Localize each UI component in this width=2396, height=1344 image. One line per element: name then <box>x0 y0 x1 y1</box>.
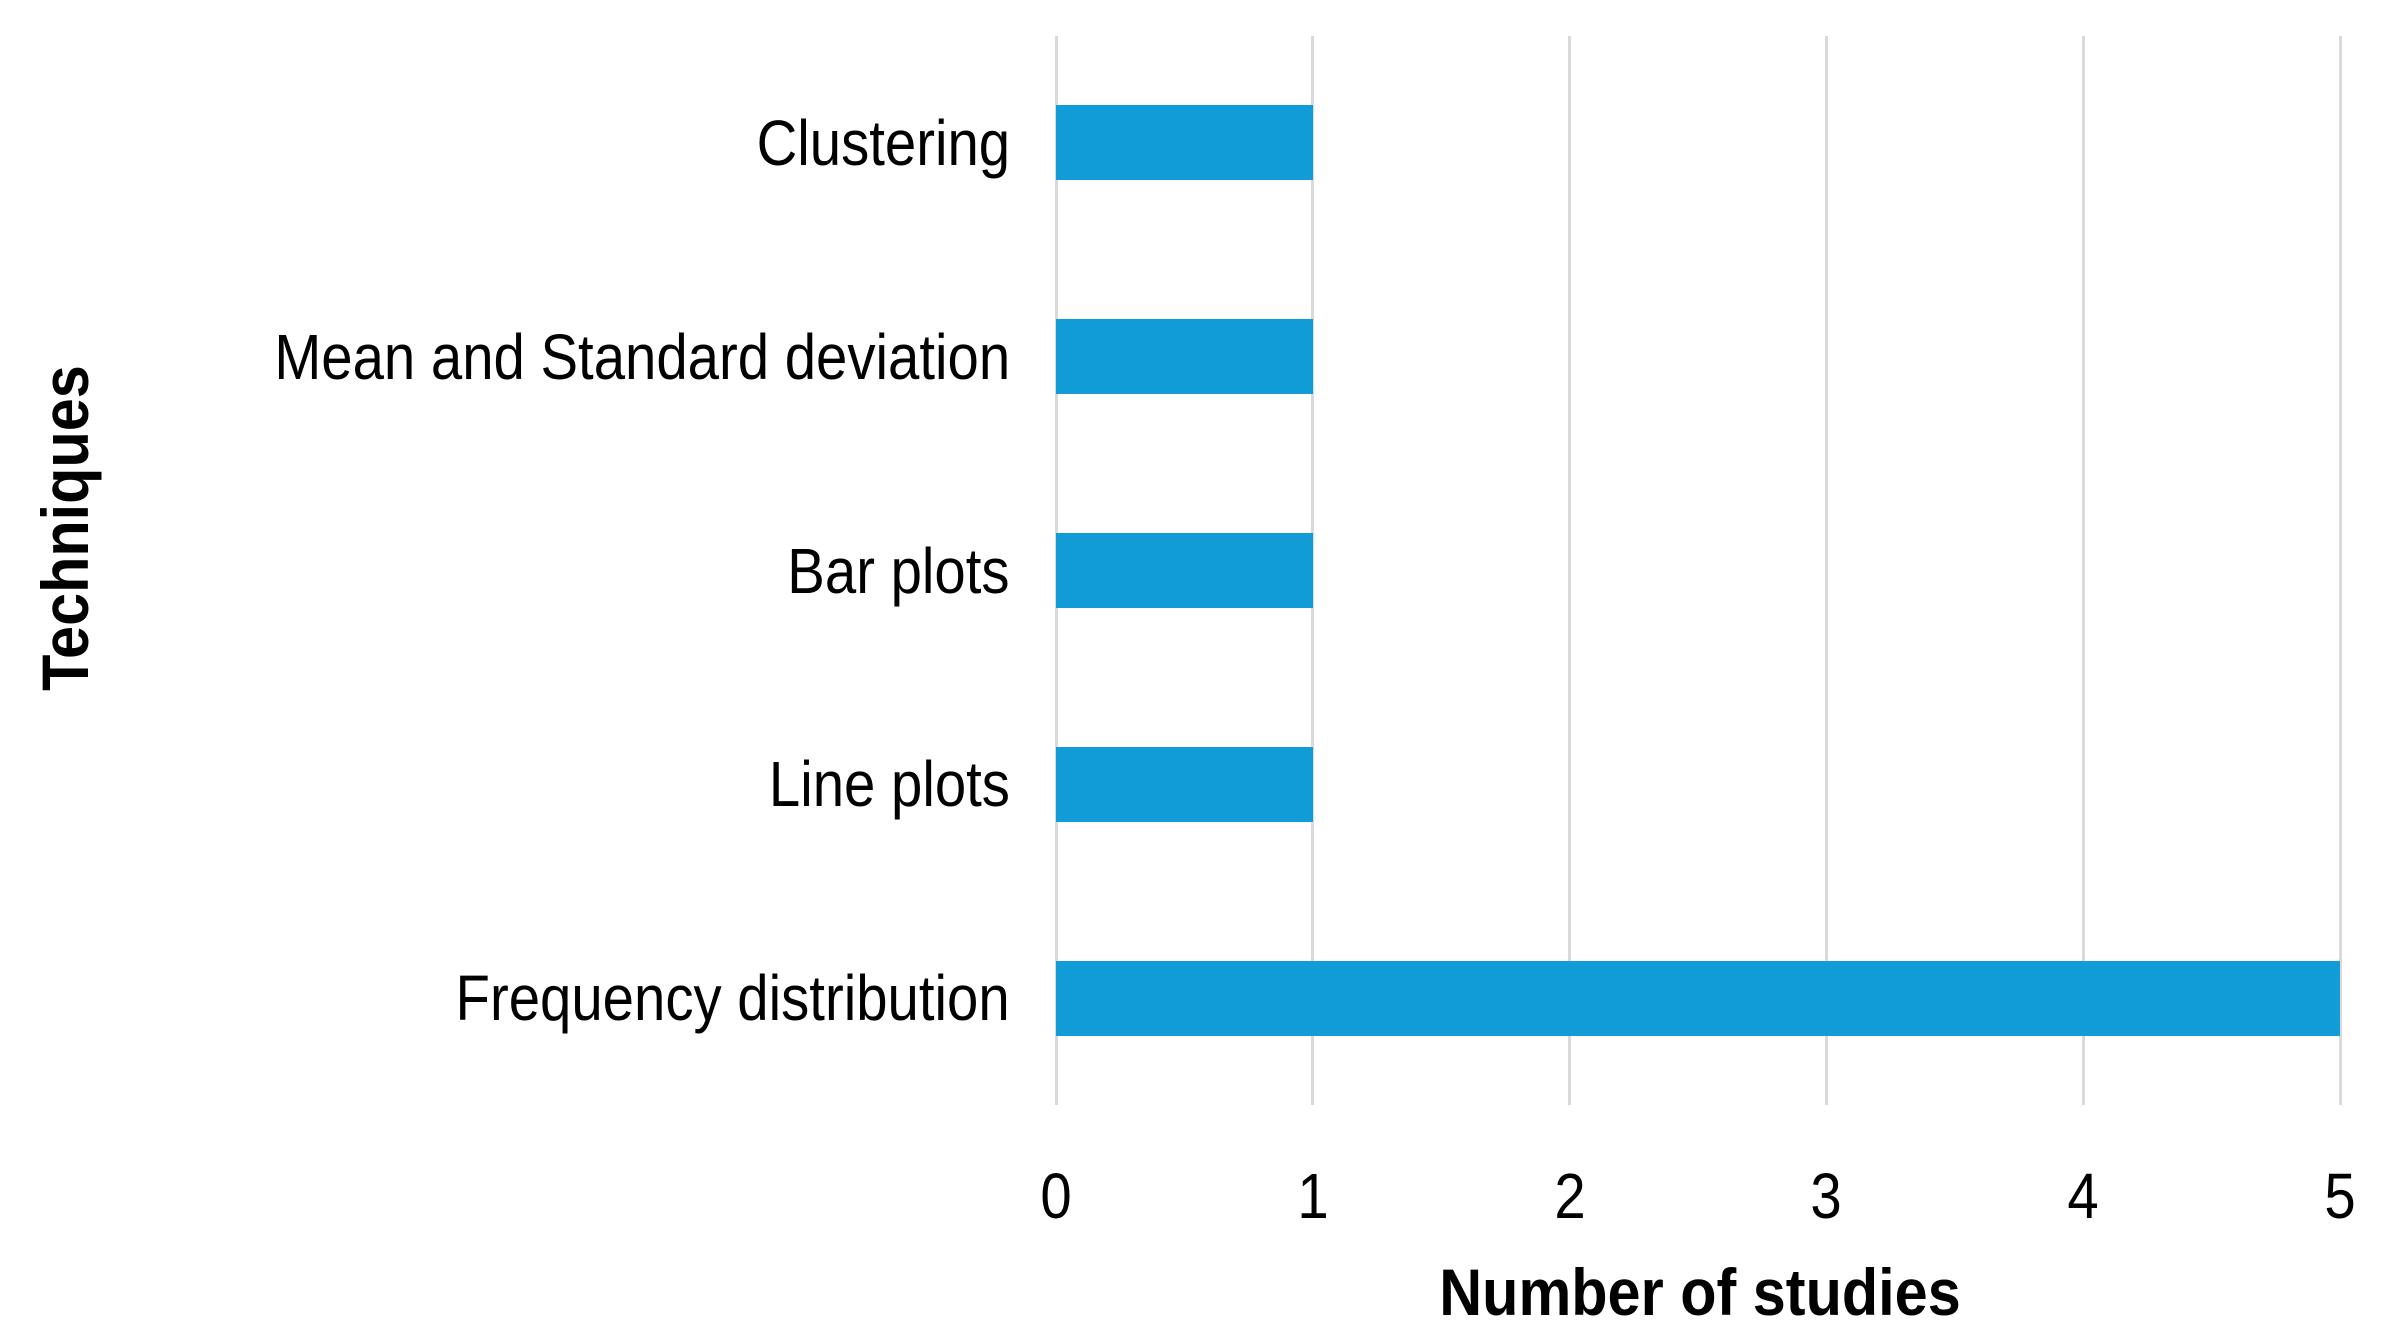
bar-bar-plots <box>1056 533 1313 608</box>
category-label: Mean and Standard deviation <box>274 320 1010 393</box>
gridline-x5 <box>2338 36 2342 1105</box>
bar-mean-and-standard-deviation <box>1056 319 1313 395</box>
x-tick-label: 1 <box>1297 1160 1329 1232</box>
category-label: Bar plots <box>787 534 1010 607</box>
gridline-x4 <box>2081 36 2085 1105</box>
gridline-x1 <box>1311 36 1315 1105</box>
gridline-x3 <box>1824 36 1828 1105</box>
x-tick-label: 3 <box>1810 1160 1843 1232</box>
x-axis-title: Number of studies <box>1439 1255 1961 1329</box>
bar-frequency-distribution <box>1056 960 2340 1036</box>
x-tick-label: 0 <box>1040 1160 1072 1232</box>
bar-clustering <box>1056 105 1313 181</box>
bar-line-plots <box>1056 746 1313 822</box>
category-label: Clustering <box>756 106 1010 179</box>
category-label: Frequency distribution <box>455 962 1010 1035</box>
gridline-x2 <box>1568 36 1572 1105</box>
x-tick-label: 5 <box>2324 1160 2356 1232</box>
x-tick-label: 4 <box>2067 1160 2099 1232</box>
category-label: Line plots <box>768 748 1010 821</box>
x-tick-label: 2 <box>1553 1160 1586 1232</box>
y-axis-title: Techniques <box>28 365 102 691</box>
